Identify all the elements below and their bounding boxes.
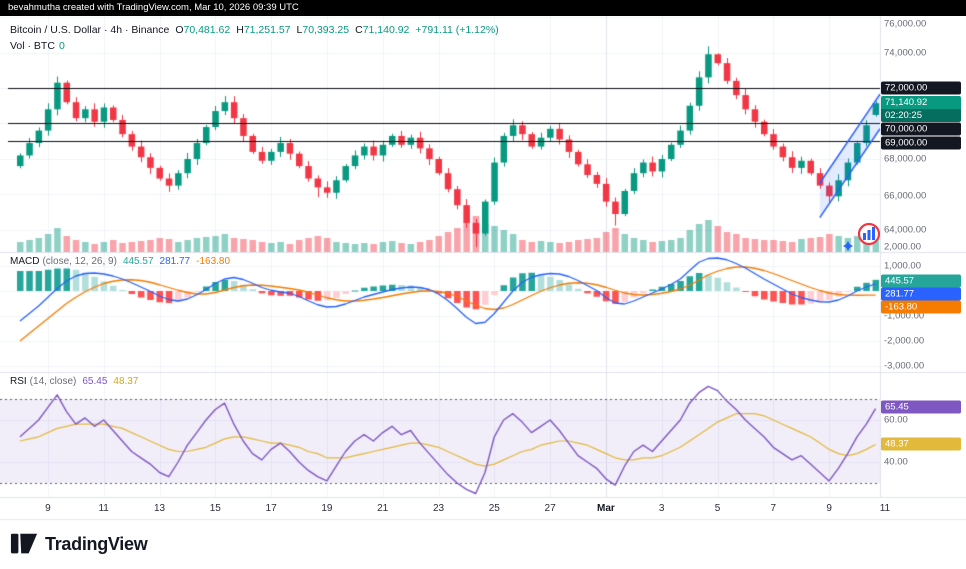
macd-params: (close, 12, 26, 9)	[42, 256, 117, 267]
low-value: 70,393.25	[302, 24, 350, 36]
change-value: +791.11 (+1.12%)	[415, 24, 499, 36]
open-label: O	[175, 24, 184, 36]
horizontal-line-70000[interactable]	[0, 122, 880, 125]
attribution-text: bevahmutha created with TradingView.com,…	[8, 2, 299, 13]
horizontal-line-69000[interactable]	[0, 140, 880, 143]
tradingview-logo-icon	[10, 533, 38, 554]
sparkle-icon	[843, 241, 853, 251]
attribution-bar: bevahmutha created with TradingView.com,…	[0, 0, 966, 16]
macd-legend[interactable]: MACD (close, 12, 26, 9) 445.57 281.77 -163.8…	[10, 256, 230, 267]
horizontal-line-72000[interactable]	[0, 87, 880, 90]
rsi-value: 65.45	[82, 376, 108, 387]
macd-signal-value: -163.80	[196, 256, 231, 267]
tradingview-logo[interactable]: TradingView	[10, 531, 148, 557]
parallel-channel-drawing[interactable]	[820, 85, 880, 225]
macd-hist-value: 445.57	[122, 256, 154, 267]
high-label: H	[236, 24, 244, 36]
close-value: 71,140.92	[362, 24, 410, 36]
chart-sticker-icon[interactable]	[838, 221, 884, 251]
volume-legend[interactable]: Vol · BTC 0	[10, 39, 499, 54]
rsi-params: (14, close)	[29, 376, 77, 387]
price-axis[interactable]	[880, 16, 966, 497]
open-value: 70,481.62	[183, 24, 231, 36]
macd-title[interactable]: MACD	[10, 256, 40, 267]
close-label: C	[355, 24, 363, 36]
tradingview-logo-text: TradingView	[45, 533, 148, 554]
symbol-title[interactable]: Bitcoin / U.S. Dollar · 4h · Binance	[10, 24, 170, 36]
symbol-legend: Bitcoin / U.S. Dollar · 4h · Binance O70,…	[10, 23, 499, 54]
rsi-ma-value: 48.37	[113, 376, 139, 387]
high-value: 71,251.57	[243, 24, 291, 36]
bar-chart-emoji	[857, 222, 881, 246]
rsi-title[interactable]: RSI	[10, 376, 27, 387]
low-label: L	[296, 24, 303, 36]
volume-label: Vol · BTC	[10, 40, 55, 52]
macd-line-value: 281.77	[159, 256, 191, 267]
time-axis[interactable]	[0, 497, 966, 519]
volume-value: 0	[58, 40, 65, 52]
rsi-legend[interactable]: RSI (14, close) 65.45 48.37	[10, 376, 138, 387]
